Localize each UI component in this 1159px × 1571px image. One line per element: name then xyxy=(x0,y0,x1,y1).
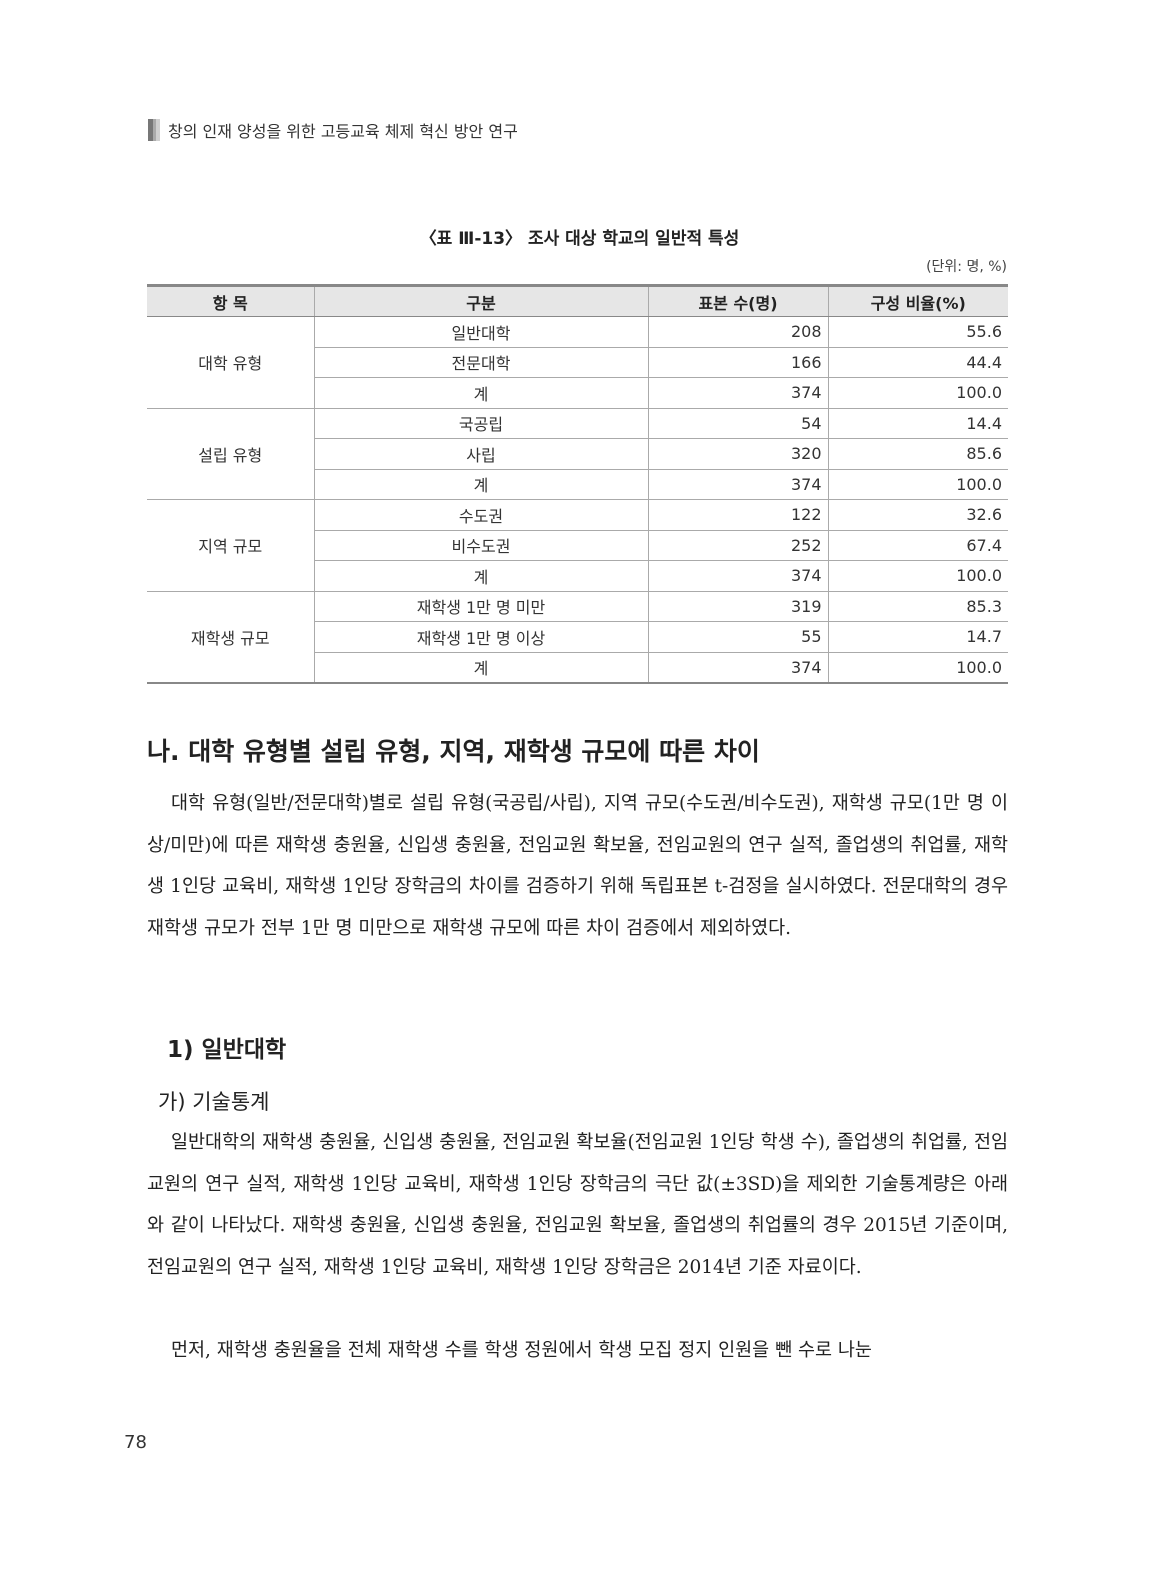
subcategory-cell: 계 xyxy=(313,652,648,684)
table-row: 계 374 100.0 xyxy=(147,377,1008,409)
paragraph-3: 먼저, 재학생 충원율을 전체 재학생 수를 학생 정원에서 학생 모집 정지 … xyxy=(171,1340,872,1361)
page-number: 78 xyxy=(124,1432,147,1453)
table-unit: (단위: 명, %) xyxy=(926,259,1007,275)
paragraph-1: 대학 유형(일반/전문대학)별로 설립 유형(국공립/사립), 지역 규모(수도… xyxy=(147,793,1008,939)
running-header: 창의 인재 양성을 위한 고등교육 체제 혁신 방안 연구 xyxy=(148,118,518,142)
category-cell: 지역 규모 xyxy=(147,499,314,592)
subcategory-cell: 일반대학 xyxy=(313,316,648,348)
count-cell: 208 xyxy=(647,316,828,348)
ratio-cell: 67.4 xyxy=(827,530,1008,561)
table-caption: 〈표 Ⅲ-13〉 조사 대상 학교의 일반적 특성 xyxy=(419,229,740,249)
subheading: 1) 일반대학 xyxy=(167,1037,287,1063)
column-header: 항 목 xyxy=(147,284,314,317)
subcategory-cell: 사립 xyxy=(313,438,648,470)
table-row: 계 374 100.0 xyxy=(147,560,1008,592)
count-cell: 55 xyxy=(647,621,828,653)
count-cell: 252 xyxy=(647,530,828,561)
subcategory-cell: 재학생 1만 명 미만 xyxy=(313,591,648,622)
table-row: 사립 320 85.6 xyxy=(147,438,1008,470)
table-row: 계 374 100.0 xyxy=(147,652,1008,684)
table-row: 전문대학 166 44.4 xyxy=(147,347,1008,378)
ratio-cell: 85.6 xyxy=(827,438,1008,470)
category-cell: 대학 유형 xyxy=(147,316,314,409)
section-heading: 나. 대학 유형별 설립 유형, 지역, 재학생 규모에 따른 차이 xyxy=(147,737,760,766)
table-row: 설립 유형 국공립 54 14.4 xyxy=(147,408,1008,500)
paragraph-2: 일반대학의 재학생 충원율, 신입생 충원율, 전임교원 확보율(전임교원 1인… xyxy=(147,1132,1008,1278)
ratio-cell: 14.4 xyxy=(827,408,1008,439)
ratio-cell: 100.0 xyxy=(827,377,1008,409)
category-cell: 설립 유형 xyxy=(147,408,314,500)
ratio-cell: 100.0 xyxy=(827,560,1008,592)
table-row: 대학 유형 일반대학 208 55.6 xyxy=(147,316,1008,409)
count-cell: 374 xyxy=(647,652,828,684)
count-cell: 166 xyxy=(647,347,828,378)
subcategory-cell: 계 xyxy=(313,560,648,592)
subcategory-cell: 비수도권 xyxy=(313,530,648,561)
subcategory-cell: 전문대학 xyxy=(313,347,648,378)
ratio-cell: 14.7 xyxy=(827,621,1008,653)
table-row: 비수도권 252 67.4 xyxy=(147,530,1008,561)
column-header: 구성 비율(%) xyxy=(827,284,1008,317)
column-header: 표본 수(명) xyxy=(647,284,828,317)
table-row: 재학생 규모 재학생 1만 명 미만 319 85.3 xyxy=(147,591,1008,684)
subcategory-cell: 계 xyxy=(313,469,648,500)
count-cell: 374 xyxy=(647,377,828,409)
ratio-cell: 32.6 xyxy=(827,499,1008,531)
count-cell: 54 xyxy=(647,408,828,439)
subcategory-cell: 재학생 1만 명 이상 xyxy=(313,621,648,653)
count-cell: 374 xyxy=(647,469,828,500)
category-cell: 재학생 규모 xyxy=(147,591,314,684)
ratio-cell: 55.6 xyxy=(827,316,1008,348)
column-header: 구분 xyxy=(313,284,648,317)
ratio-cell: 85.3 xyxy=(827,591,1008,622)
count-cell: 374 xyxy=(647,560,828,592)
header-marker-icon xyxy=(148,119,160,141)
table-row: 지역 규모 수도권 122 32.6 xyxy=(147,499,1008,592)
subcategory-cell: 국공립 xyxy=(313,408,648,439)
subcategory-cell: 수도권 xyxy=(313,499,648,531)
table-row: 계 374 100.0 xyxy=(147,469,1008,500)
count-cell: 122 xyxy=(647,499,828,531)
ratio-cell: 100.0 xyxy=(827,469,1008,500)
subsubheading: 가) 기술통계 xyxy=(158,1090,270,1114)
count-cell: 319 xyxy=(647,591,828,622)
subcategory-cell: 계 xyxy=(313,377,648,409)
ratio-cell: 44.4 xyxy=(827,347,1008,378)
count-cell: 320 xyxy=(647,438,828,470)
running-header-text: 창의 인재 양성을 위한 고등교육 체제 혁신 방안 연구 xyxy=(168,122,518,141)
ratio-cell: 100.0 xyxy=(827,652,1008,684)
table-row: 재학생 1만 명 이상 55 14.7 xyxy=(147,621,1008,653)
characteristics-table: 항 목 구분 표본 수(명) 구성 비율(%) 대학 유형 일반대학 208 55.6 전문대… xyxy=(147,284,1008,684)
